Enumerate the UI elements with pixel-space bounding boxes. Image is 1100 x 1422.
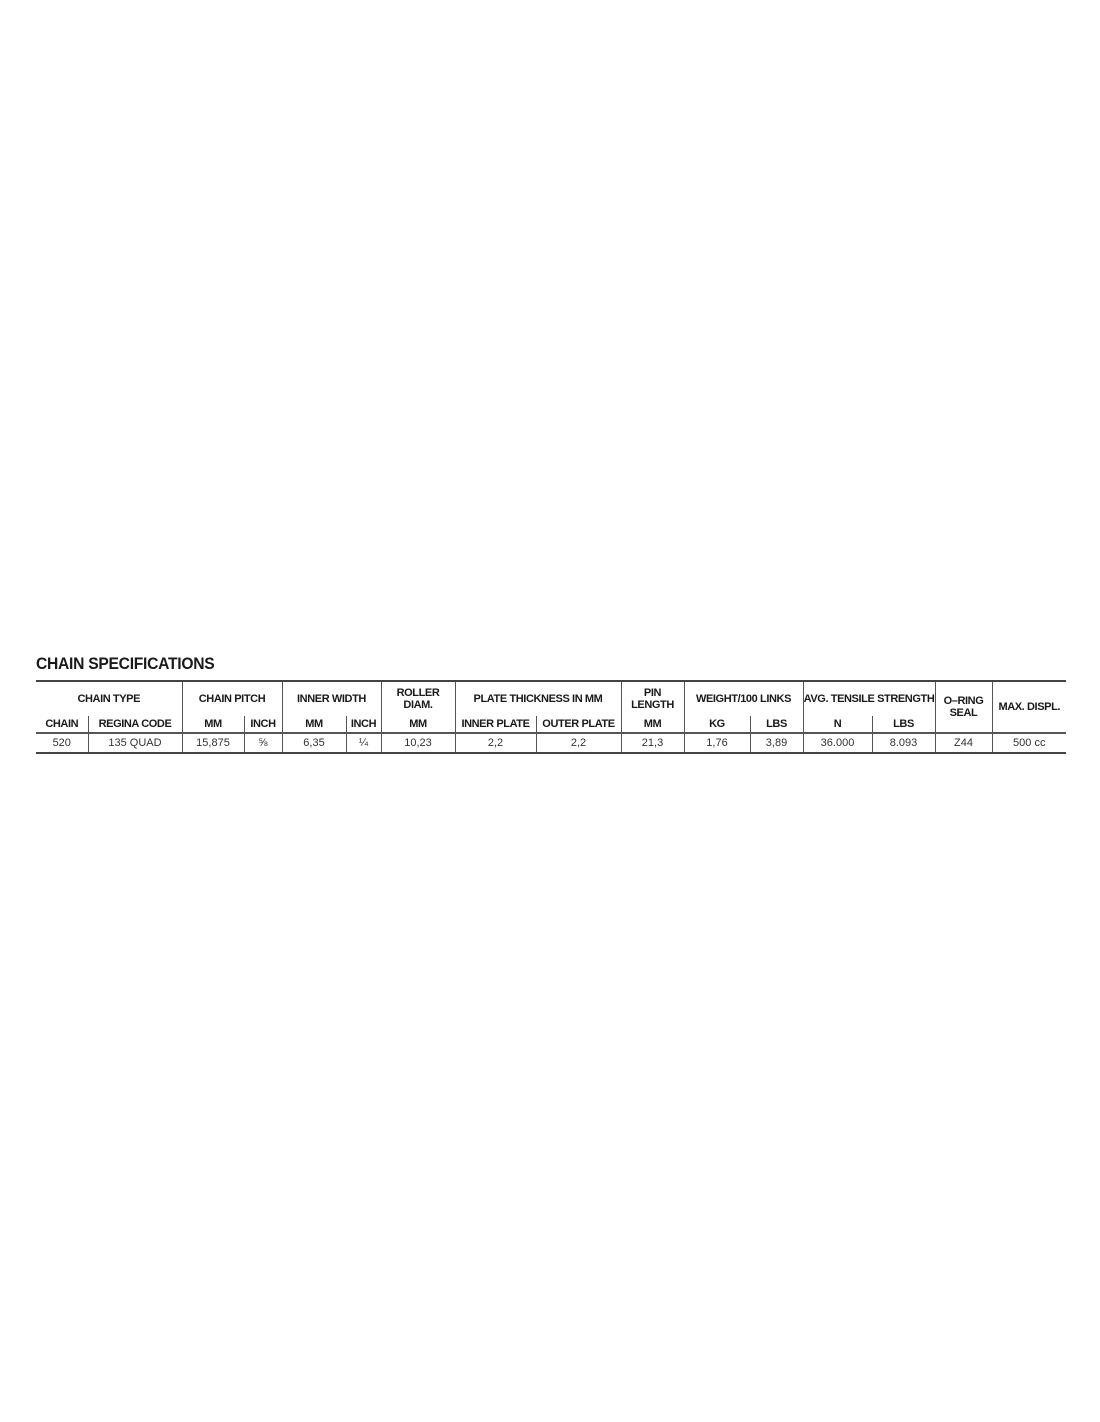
header-tensile-strength: AVG. TENSILE STRENGTH: [802, 681, 935, 716]
subheader: LBS: [871, 716, 935, 733]
header-chain-pitch: CHAIN PITCH: [181, 681, 282, 716]
subheader: MM: [181, 716, 244, 733]
table-row: 520 135 QUAD 15,875 ⅝ 6,35 ¼ 10,23 2,2 2…: [36, 732, 1066, 753]
subheader: MM: [620, 716, 684, 733]
cell-tensile-lbs: 8.093: [871, 732, 935, 753]
subheader: MM: [281, 716, 346, 733]
page-title: CHAIN SPECIFICATIONS: [36, 654, 215, 673]
cell-pitch-inch: ⅝: [243, 732, 282, 753]
subheader: CHAIN: [45, 718, 79, 730]
cell-weight-kg: 1,76: [683, 732, 750, 753]
subheader: INCH: [345, 716, 381, 733]
cell-max-displ: 500 cc: [991, 732, 1066, 753]
header-max-displ: MAX. DISPL.: [991, 681, 1066, 733]
cell-weight-lbs: 3,89: [749, 732, 803, 753]
cell-tensile-n: 36.000: [802, 732, 872, 753]
subheader: INNER PLATE: [454, 716, 536, 733]
cell-outer-plate: 2,2: [535, 732, 621, 753]
subheader: OUTER PLATE: [535, 716, 621, 733]
cell-width-mm: 6,35: [281, 732, 346, 753]
header-oring-seal: O–RING SEAL: [934, 681, 992, 733]
subheader: REGINA CODE: [87, 716, 182, 733]
header-roller-diam: ROLLER DIAM.: [380, 681, 455, 716]
cell-oring-seal: Z44: [934, 732, 992, 753]
subheader: KG: [683, 716, 750, 733]
cell-pitch-mm: 15,875: [181, 732, 244, 753]
cell-roller-diam: 10,23: [380, 732, 455, 753]
cell-inner-plate: 2,2: [454, 732, 536, 753]
subheader: INCH: [243, 716, 282, 733]
subheader: N: [802, 716, 872, 733]
header-plate-thickness: PLATE THICKNESS IN MM: [454, 681, 621, 716]
cell-width-inch: ¼: [345, 732, 381, 753]
header-weight: WEIGHT/100 LINKS: [683, 681, 803, 716]
cell-chain: 520: [36, 732, 88, 753]
cell-pin-length: 21,3: [620, 732, 684, 753]
subheader: LBS: [749, 716, 803, 733]
cell-regina-code: 135 QUAD: [87, 732, 182, 753]
chain-specifications-table: CHAIN TYPE CHAIN PITCH INNER WIDTH ROLLE…: [36, 680, 1066, 754]
header-inner-width: INNER WIDTH: [281, 681, 381, 716]
header-chain-type: CHAIN TYPE: [77, 693, 141, 705]
subheader: MM: [380, 716, 455, 733]
header-pin-length: PIN LENGTH: [620, 681, 684, 716]
